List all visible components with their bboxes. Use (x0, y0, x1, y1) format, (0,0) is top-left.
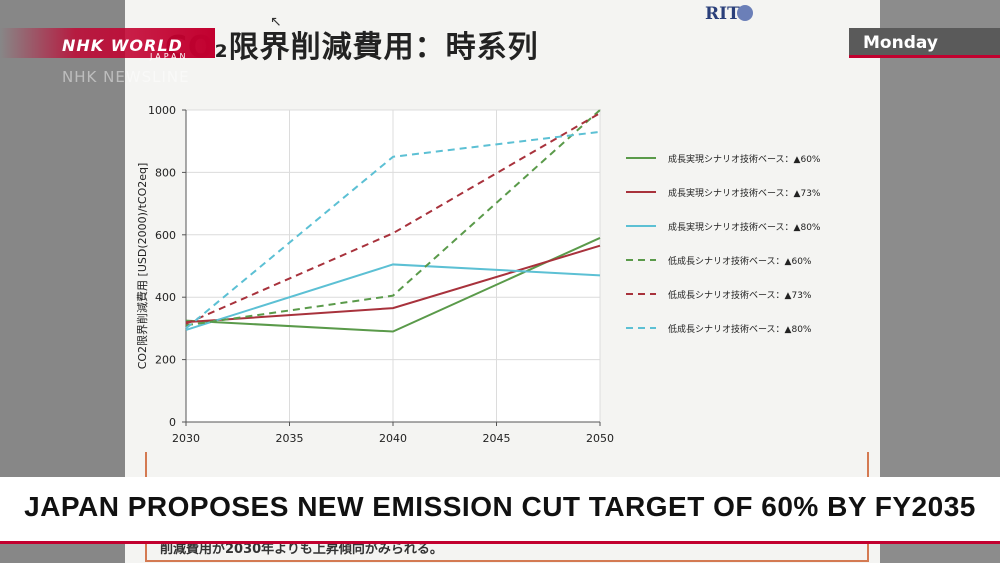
background-left (0, 0, 125, 563)
series-line-3 (185, 263, 601, 331)
channel-name: NHK WORLD (62, 36, 183, 55)
y-tick-label: 600 (155, 229, 176, 242)
legend-label-6: 低成長シナリオ技術ベース：▲80% (668, 323, 812, 335)
series-line-2 (185, 244, 601, 324)
series-line-5 (185, 112, 601, 325)
series-line-1 (185, 237, 601, 333)
slide-footer-text: 削減費用が2030年よりも上昇傾向がみられる。 (160, 542, 443, 557)
y-tick-label: 800 (155, 166, 176, 179)
legend-label-4: 低成長シナリオ技術ベース：▲60% (668, 255, 812, 267)
program-name: NHK NEWSLINE (62, 68, 190, 86)
day-badge: Monday (849, 28, 1000, 58)
x-tick-label: 2035 (276, 432, 304, 445)
channel-sub: JAPAN (150, 52, 189, 61)
y-tick-label: 400 (155, 291, 176, 304)
x-tick-label: 2030 (172, 432, 200, 445)
x-tick-label: 2050 (586, 432, 614, 445)
headline-banner: JAPAN PROPOSES NEW EMISSION CUT TARGET O… (0, 477, 1000, 544)
channel-logo-bar (0, 28, 215, 58)
y-tick-label: 200 (155, 354, 176, 367)
legend-label-1: 成長実現シナリオ技術ベース：▲60% (668, 153, 821, 165)
mouse-cursor-icon: ↖ (270, 14, 282, 30)
legend-label-5: 低成長シナリオ技術ベース：▲73% (668, 289, 812, 301)
slide-title: CO₂限界削減費用：時系列 (165, 30, 539, 65)
legend-label-2: 成長実現シナリオ技術ベース：▲73% (668, 187, 821, 199)
rite-logo: RIT (705, 4, 740, 24)
series-line-6 (185, 130, 601, 330)
y-tick-label: 0 (169, 416, 176, 429)
y-axis-label: CO2限界削減費用 [USD(2000)/tCO2eq] (135, 163, 149, 370)
globe-icon (737, 5, 753, 21)
y-tick-label: 1000 (148, 104, 176, 117)
series-line-4 (185, 109, 601, 327)
headline-text: JAPAN PROPOSES NEW EMISSION CUT TARGET O… (24, 491, 976, 522)
legend-label-3: 成長実現シナリオ技術ベース：▲80% (668, 221, 821, 233)
background-right (880, 0, 1000, 563)
x-tick-label: 2040 (379, 432, 407, 445)
x-tick-label: 2045 (483, 432, 511, 445)
